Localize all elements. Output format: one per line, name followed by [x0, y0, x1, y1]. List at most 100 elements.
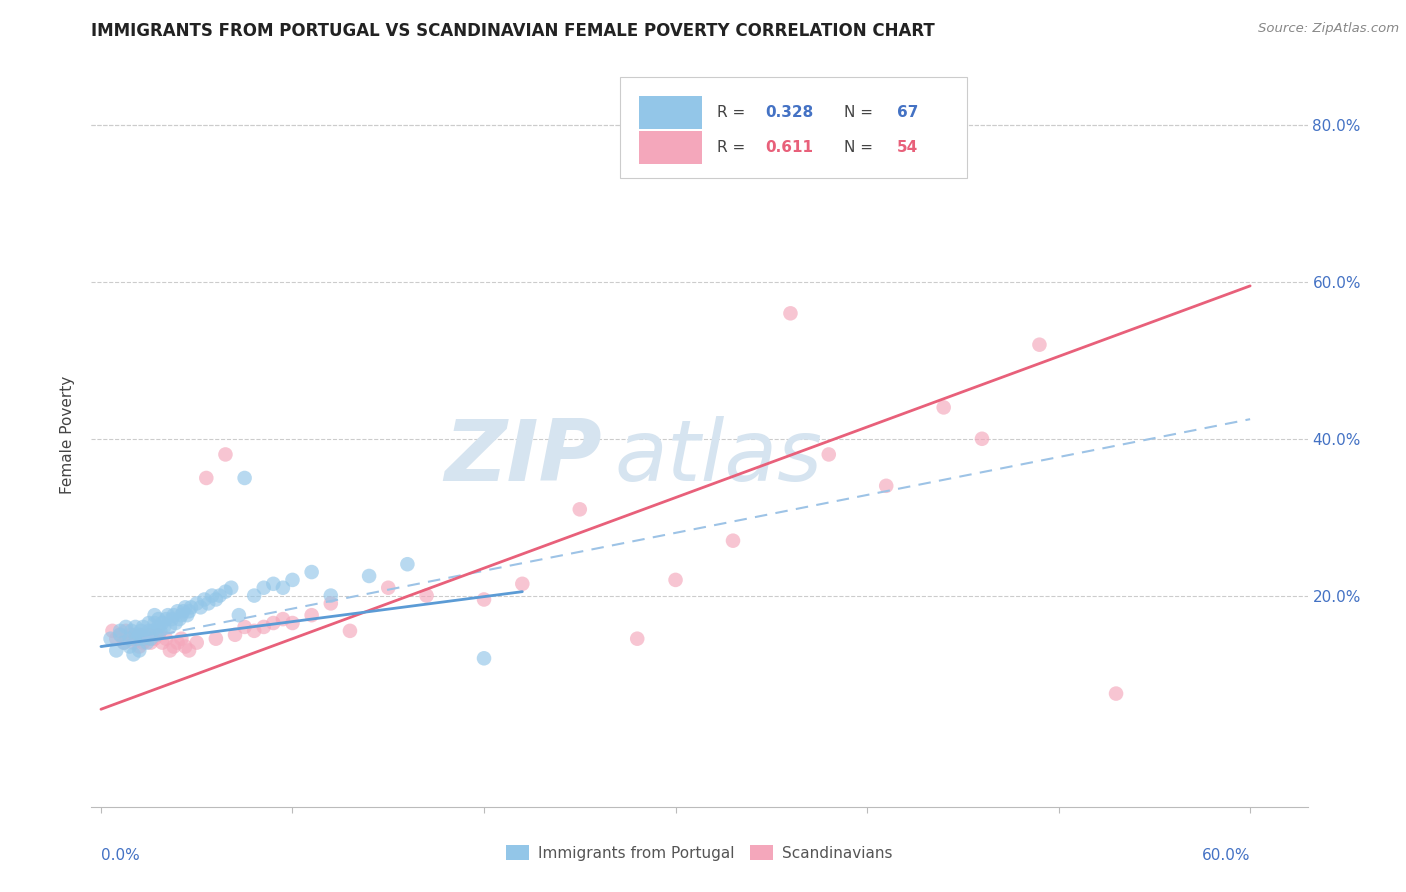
Point	[253, 581, 276, 595]
Point	[271, 581, 294, 595]
Point	[626, 632, 648, 646]
Point	[101, 624, 124, 638]
Point	[174, 640, 197, 654]
Text: 0.611: 0.611	[765, 140, 813, 155]
Point	[510, 577, 533, 591]
Point	[177, 643, 200, 657]
Y-axis label: Female Poverty: Female Poverty	[60, 376, 76, 494]
Text: 0.0%: 0.0%	[101, 848, 139, 863]
Point	[339, 624, 361, 638]
Point	[170, 632, 193, 646]
Point	[122, 648, 145, 662]
Point	[1105, 687, 1128, 701]
Point	[139, 635, 162, 649]
Point	[195, 471, 218, 485]
Text: 60.0%: 60.0%	[1202, 848, 1250, 863]
Point	[128, 628, 150, 642]
Point	[163, 608, 186, 623]
Point	[150, 635, 173, 649]
Text: ZIP: ZIP	[444, 416, 602, 499]
Point	[105, 632, 128, 646]
Point	[165, 615, 187, 630]
Point	[262, 615, 284, 630]
Point	[415, 589, 437, 603]
Point	[201, 589, 224, 603]
Point	[115, 624, 138, 638]
Point	[108, 624, 131, 638]
Point	[243, 624, 266, 638]
Point	[243, 589, 266, 603]
Legend: Immigrants from Portugal, Scandinavians: Immigrants from Portugal, Scandinavians	[501, 838, 898, 867]
Text: N =: N =	[844, 140, 879, 155]
Point	[132, 632, 155, 646]
Point	[233, 471, 256, 485]
Point	[228, 608, 250, 623]
Point	[186, 635, 208, 649]
Point	[174, 600, 197, 615]
FancyBboxPatch shape	[620, 78, 967, 178]
Point	[224, 628, 246, 642]
Point	[568, 502, 591, 516]
Text: Source: ZipAtlas.com: Source: ZipAtlas.com	[1258, 22, 1399, 36]
Point	[253, 620, 276, 634]
Point	[219, 581, 242, 595]
Point	[122, 635, 145, 649]
Point	[186, 596, 208, 610]
Point	[177, 604, 200, 618]
Text: 67: 67	[897, 105, 918, 120]
Point	[118, 640, 141, 654]
Point	[172, 604, 194, 618]
Point	[121, 624, 143, 638]
Point	[932, 401, 955, 415]
Point	[112, 635, 135, 649]
Point	[150, 615, 173, 630]
Point	[262, 577, 284, 591]
Point	[149, 624, 172, 638]
Point	[214, 584, 236, 599]
Point	[132, 620, 155, 634]
Point	[271, 612, 294, 626]
Point	[138, 615, 160, 630]
Text: atlas: atlas	[614, 416, 823, 499]
Point	[166, 604, 188, 618]
Point	[396, 558, 419, 572]
Point	[176, 608, 198, 623]
Point	[180, 600, 202, 615]
Point	[160, 612, 183, 626]
Point	[129, 628, 152, 642]
Point	[163, 640, 186, 654]
Point	[143, 632, 166, 646]
Point	[319, 596, 342, 610]
Point	[301, 565, 323, 579]
Point	[138, 628, 160, 642]
Point	[118, 632, 141, 646]
Point	[377, 581, 399, 595]
Point	[148, 612, 170, 626]
Point	[197, 596, 219, 610]
Point	[153, 620, 176, 634]
Point	[472, 651, 495, 665]
Point	[205, 632, 228, 646]
Point	[301, 608, 323, 623]
Point	[148, 620, 170, 634]
Point	[281, 573, 304, 587]
Point	[664, 573, 686, 587]
Point	[143, 615, 166, 630]
Text: N =: N =	[844, 105, 879, 120]
Point	[115, 620, 138, 634]
Point	[214, 447, 236, 461]
Point	[105, 643, 128, 657]
Point	[166, 635, 188, 649]
Point	[128, 640, 150, 654]
Point	[170, 608, 193, 623]
Point	[148, 628, 170, 642]
Point	[155, 612, 177, 626]
Point	[233, 620, 256, 634]
Point	[128, 643, 150, 657]
Point	[156, 608, 179, 623]
Point	[169, 612, 191, 626]
Point	[1028, 337, 1050, 351]
Point	[721, 533, 744, 548]
Point	[281, 615, 304, 630]
Point	[205, 592, 228, 607]
